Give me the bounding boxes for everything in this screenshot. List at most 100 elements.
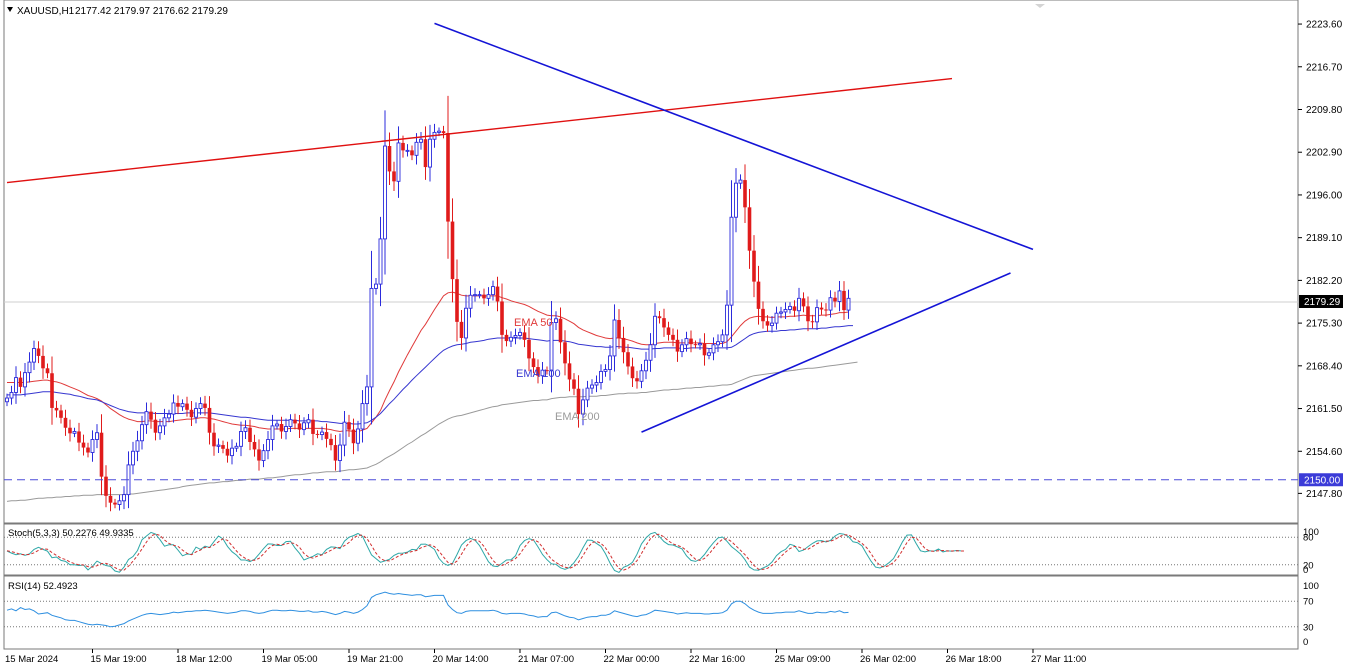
candle-body-bull	[374, 283, 378, 289]
candle-body-bear	[495, 286, 500, 302]
candle-body-bear	[450, 221, 455, 280]
candle-body-bear	[635, 378, 639, 382]
indicator-scale-label: 30	[1303, 622, 1314, 633]
candle-body-bull	[590, 384, 594, 389]
candle-body-bull	[266, 439, 270, 452]
candle-body-bear	[572, 379, 576, 389]
indicator-scale-label: 20	[1303, 560, 1314, 571]
candle-body-bull	[644, 359, 648, 372]
candle-body-bull	[491, 286, 495, 296]
candle-body-bear	[563, 342, 567, 364]
symbol-label: XAUUSD,H1	[17, 6, 75, 17]
rsi-pane-frame	[3, 575, 1299, 650]
candle-body-bear	[293, 419, 297, 424]
candle-body-bear	[747, 207, 752, 251]
ema-line-100	[7, 325, 853, 425]
shift-marker-icon[interactable]	[1035, 4, 1045, 8]
stoch-title: Stoch(5,3,3) 50.2276 49.9335	[8, 528, 134, 539]
price-scale-label: 2189.10	[1306, 233, 1343, 244]
candle-body-bear	[765, 321, 770, 326]
candle-body-bear	[315, 433, 320, 435]
price-scale[interactable]: 2223.60 2216.70 2209.80 2202.90 2196.00 2189.…	[1298, 20, 1343, 500]
candle-body-bull	[828, 297, 833, 311]
candle-body-bear	[801, 298, 806, 307]
price-scale-label: 2202.90	[1306, 148, 1343, 159]
candle-body-bull	[239, 431, 243, 447]
candle-body-bull	[734, 182, 738, 218]
candle-body-bull	[738, 179, 743, 184]
candle-body-bear	[333, 445, 338, 461]
candle-body-bear	[792, 306, 797, 311]
candle-body-bull	[356, 428, 360, 444]
candle-body-bull	[261, 450, 266, 462]
time-axis-label: 19 Mar 21:00	[347, 654, 403, 665]
candle-body-bear	[446, 133, 450, 222]
candle-body-bear	[68, 427, 72, 434]
candle-body-bull	[549, 322, 554, 372]
candle-body-bear	[248, 427, 252, 442]
indicator-scale-label: 80	[1303, 533, 1314, 544]
descending-trendline[interactable]	[434, 22, 1034, 251]
candle-body-bear	[567, 363, 572, 380]
ascending-trendline[interactable]	[641, 272, 1011, 433]
time-axis-label: 22 Mar 16:00	[689, 654, 745, 665]
candle-body-bull	[477, 294, 482, 297]
drawings[interactable]	[6, 22, 1034, 433]
candle-body-bear	[257, 449, 261, 461]
candle-body-bull	[135, 440, 140, 452]
candle-body-bear	[545, 370, 549, 372]
candle-body-bull	[725, 304, 729, 336]
candle-body-bear	[842, 290, 846, 311]
candle-body-bear	[621, 337, 626, 353]
ohlc-readout: 2177.42 2179.97 2176.62 2179.29	[75, 6, 228, 17]
candle-body-bear	[833, 297, 837, 302]
candle-body-bear	[185, 403, 189, 410]
stoch-pane-frame	[3, 523, 1299, 576]
time-axis[interactable]: 15 Mar 2024 15 Mar 19:00 18 Mar 12:00 19 Ma…	[5, 649, 1086, 665]
time-axis-label: 15 Mar 19:00	[91, 654, 147, 665]
rsi-scale: 100 70 30 0	[1303, 581, 1319, 648]
time-axis-label: 15 Mar 2024	[5, 654, 58, 665]
candle-body-bull	[194, 408, 198, 418]
candle-body-bull	[405, 149, 410, 152]
candle-body-bull	[234, 445, 239, 449]
candle-body-bull	[509, 336, 513, 342]
symbol-menu-chevron-icon[interactable]	[7, 7, 13, 12]
candle-body-bull	[653, 315, 657, 346]
candle-body-bull	[680, 344, 684, 353]
candle-body-bear	[108, 495, 113, 503]
candle-body-bull	[468, 294, 473, 309]
candle-body-bear	[351, 429, 356, 444]
candle-body-bull	[639, 370, 644, 382]
time-axis-label: 26 Mar 02:00	[860, 654, 916, 665]
candle-body-bear	[36, 348, 41, 356]
candle-body-bear	[743, 180, 747, 208]
candle-body-bull	[288, 419, 293, 427]
time-axis-label: 19 Mar 05:00	[262, 654, 318, 665]
candle-body-bull	[608, 355, 612, 370]
candle-body-bull	[5, 397, 9, 403]
candle-body-bull	[117, 500, 122, 505]
resistance-trendline[interactable]	[6, 77, 953, 184]
candle-body-bull	[540, 369, 545, 377]
ema50-label: EMA 50	[514, 317, 553, 329]
candle-body-bull	[707, 352, 711, 356]
candle-body-bull	[437, 130, 441, 133]
candle-body-bull	[162, 417, 167, 427]
candle-body-bear	[104, 476, 108, 496]
candle-body-bear	[113, 502, 117, 505]
moving-averages	[6, 291, 858, 502]
candle-body-bull	[27, 361, 32, 374]
candle-body-bear	[176, 402, 180, 407]
price-scale-label: 2209.80	[1306, 105, 1343, 116]
candle-body-bull	[198, 403, 203, 410]
candle-body-bear	[153, 419, 158, 433]
candle-body-bear	[392, 171, 396, 182]
candle-body-bull	[612, 319, 617, 357]
candle-body-bear	[99, 432, 104, 477]
candle-body-bear	[45, 368, 50, 374]
candle-body-bull	[518, 331, 522, 336]
time-axis-label: 22 Mar 00:00	[604, 654, 660, 665]
